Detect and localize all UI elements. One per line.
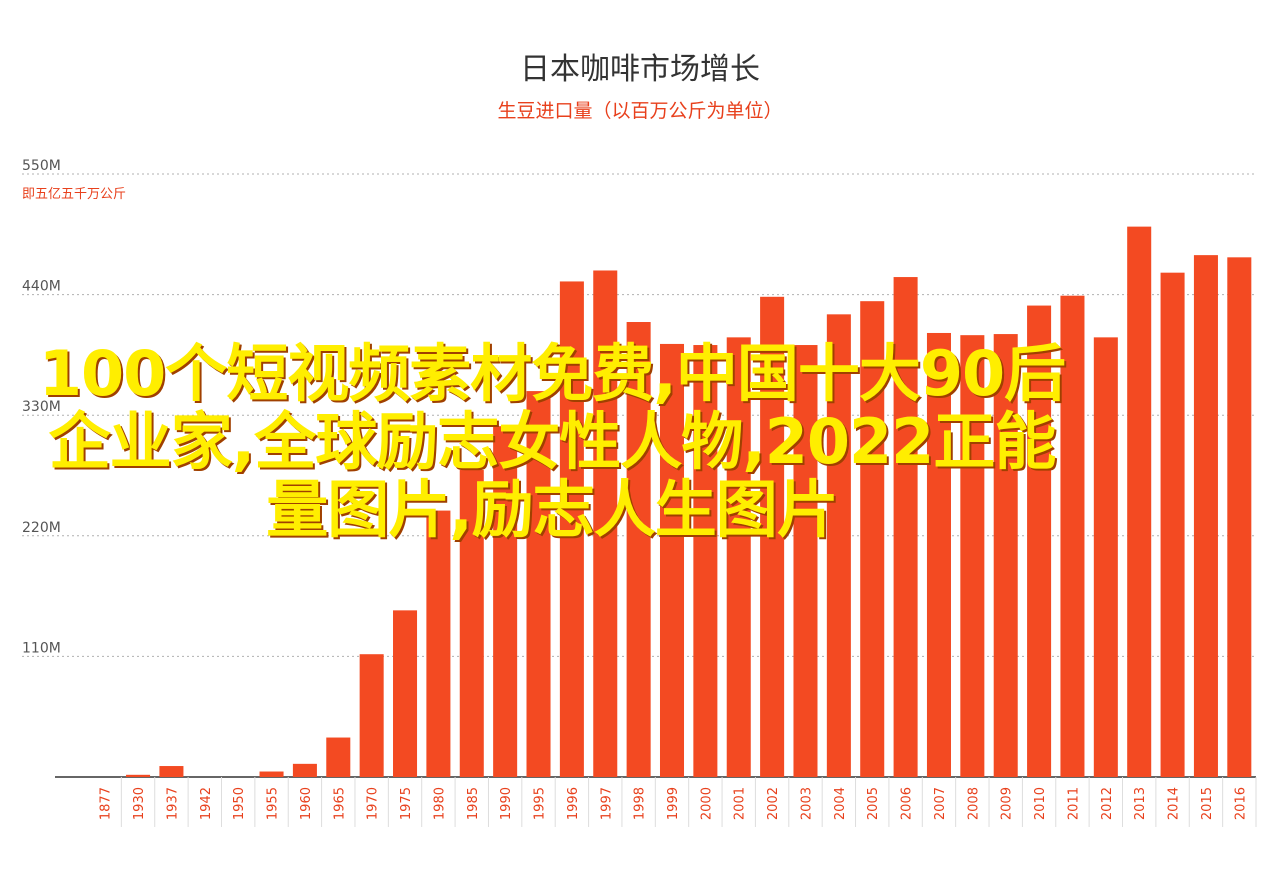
x-tick-label: 2016 xyxy=(1233,787,1248,820)
x-tick-label: 2001 xyxy=(733,787,748,820)
x-tick-label: 1990 xyxy=(499,787,514,820)
x-tick-label: 2009 xyxy=(1000,787,1015,820)
y-axis-unit-note: 即五亿五千万公斤 xyxy=(22,187,127,202)
bar-2007 xyxy=(926,332,951,777)
bar-2015 xyxy=(1193,255,1218,777)
bar-1995 xyxy=(526,391,551,777)
chart-subtitle: 生豆进口量（以百万公斤为单位） xyxy=(497,100,783,122)
x-tick-label: 1980 xyxy=(432,787,447,820)
x-tick-label: 2013 xyxy=(1133,787,1148,820)
x-tick-label: 2015 xyxy=(1200,787,1215,820)
x-tick-label: 1999 xyxy=(666,787,681,820)
bar-1990 xyxy=(493,426,518,777)
x-tick-label: 2002 xyxy=(766,787,781,820)
bar-2005 xyxy=(860,301,885,777)
bar-1955 xyxy=(259,771,284,777)
bar-2001 xyxy=(726,337,751,777)
x-tick-label: 1942 xyxy=(199,787,214,820)
bar-2012 xyxy=(1093,337,1118,777)
overlay-caption: 100个短视频素材免费,中国十大90后企业家,全球励志女性人物,2022正能量图… xyxy=(38,337,1066,546)
bar-2006 xyxy=(893,277,918,777)
x-tick-label: 2008 xyxy=(966,787,981,820)
x-tick-label: 1955 xyxy=(266,787,281,820)
bar-1999 xyxy=(659,343,685,777)
y-tick-label: 330M xyxy=(22,399,61,415)
x-tick-label: 2010 xyxy=(1033,787,1048,820)
x-tick-label: 1950 xyxy=(232,787,247,820)
x-tick-label: 1965 xyxy=(332,787,347,820)
bar-2004 xyxy=(826,314,851,777)
y-tick-label: 550M xyxy=(22,158,61,174)
x-tick-label: 1877 xyxy=(99,787,114,820)
bar-2011 xyxy=(1060,295,1085,777)
bar-1960 xyxy=(292,763,317,777)
x-tick-label: 2014 xyxy=(1167,787,1182,820)
x-tick-label: 2005 xyxy=(866,787,881,820)
bars xyxy=(126,226,1252,778)
bar-2002 xyxy=(760,296,785,777)
bar-2009 xyxy=(993,334,1018,777)
x-tick-label: 2011 xyxy=(1066,787,1081,820)
x-tick-labels: 1877 1930 1937 1942 1950 1955 1960 1965 1970 1975… xyxy=(99,777,1257,827)
bar-2010 xyxy=(1027,305,1052,777)
bar-1996 xyxy=(559,281,584,777)
bar-1997 xyxy=(593,270,618,777)
bar-1937 xyxy=(159,766,184,777)
bar-1970 xyxy=(359,654,384,777)
chart-title: 日本咖啡市场增长 xyxy=(520,52,760,87)
x-tick-label: 2006 xyxy=(900,787,915,820)
x-tick-label: 1985 xyxy=(466,787,481,820)
bar-2016 xyxy=(1227,257,1252,778)
bar-1980 xyxy=(426,510,451,777)
bar-2014 xyxy=(1160,272,1185,777)
x-tick-label: 1970 xyxy=(366,787,381,820)
y-tick-label: 440M xyxy=(22,279,61,295)
x-tick-label: 1998 xyxy=(633,787,648,820)
y-tick-labels: 110M 220M 330M 440M 550M xyxy=(22,158,61,656)
x-tick-label: 2003 xyxy=(799,787,814,820)
y-tick-label: 220M xyxy=(22,520,61,536)
x-tick-label: 1995 xyxy=(533,787,548,820)
x-tick-label: 2000 xyxy=(699,787,714,820)
bar-2013 xyxy=(1127,226,1152,777)
x-tick-label: 1937 xyxy=(165,787,180,820)
x-tick-label: 2012 xyxy=(1100,787,1115,820)
bar-1975 xyxy=(393,610,418,777)
bar-2000 xyxy=(693,345,718,777)
x-tick-label: 2007 xyxy=(933,787,948,820)
x-tick-label: 1996 xyxy=(566,787,581,820)
bar-1965 xyxy=(326,737,351,777)
x-tick-label: 1997 xyxy=(599,787,614,820)
x-tick-label: 1930 xyxy=(132,787,147,820)
bar-1998 xyxy=(626,322,651,777)
bar-1930 xyxy=(126,774,151,777)
x-tick-label: 1960 xyxy=(299,787,314,820)
x-tick-label: 1975 xyxy=(399,787,414,820)
bar-1985 xyxy=(459,470,484,777)
y-tick-label: 110M xyxy=(22,640,61,656)
x-tick-label: 2004 xyxy=(833,787,848,820)
bar-2003 xyxy=(793,345,818,777)
bar-2008 xyxy=(960,335,985,777)
